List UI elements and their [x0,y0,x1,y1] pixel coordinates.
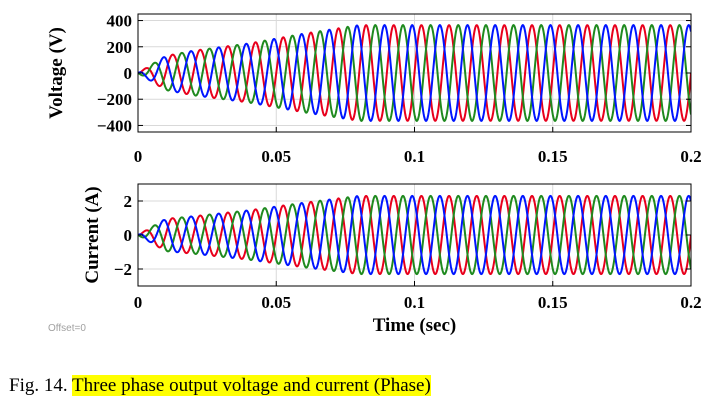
voltage-ytick-label: 0 [124,64,133,83]
caption-prefix: Fig. 14. [9,375,68,396]
voltage-series-2 [138,24,691,122]
current-series-3 [138,194,691,276]
current-xtick-label: 0 [134,293,143,312]
current-xtick-label: 0.2 [680,293,701,312]
current-ytick-label: 0 [124,226,133,245]
voltage-xtick-label: 0 [134,147,143,166]
figure-caption: Fig. 14. Three phase output voltage and … [9,375,431,397]
caption-text: Three phase output voltage and current (… [72,375,431,396]
voltage-ytick-label: 400 [107,12,133,31]
voltage-ytick-label: 200 [107,38,133,57]
current-xtick-label: 0.05 [261,293,291,312]
voltage-xtick-label: 0.1 [404,147,425,166]
voltage-xtick-label: 0.05 [261,147,291,166]
current-xtick-label: 0.1 [404,293,425,312]
current-ytick-label: −2 [114,260,132,279]
voltage-xtick-label: 0.2 [680,147,701,166]
current-ytick-label: 2 [124,192,133,211]
voltage-series-1 [138,24,691,122]
current-series-2 [138,194,691,276]
voltage-xtick-label: 0.15 [538,147,568,166]
offset-label: Offset=0 [48,323,86,334]
voltage-ytick-label: −200 [97,90,132,109]
current-x-axis-label: Time (sec) [373,315,457,336]
current-y-axis-label: Current (A) [82,186,103,283]
current-series-1 [138,194,691,276]
current-xtick-label: 0.15 [538,293,568,312]
voltage-y-axis-label: Voltage (V) [46,27,67,119]
voltage-series-3 [138,24,691,122]
voltage-ytick-label: −400 [97,116,132,135]
